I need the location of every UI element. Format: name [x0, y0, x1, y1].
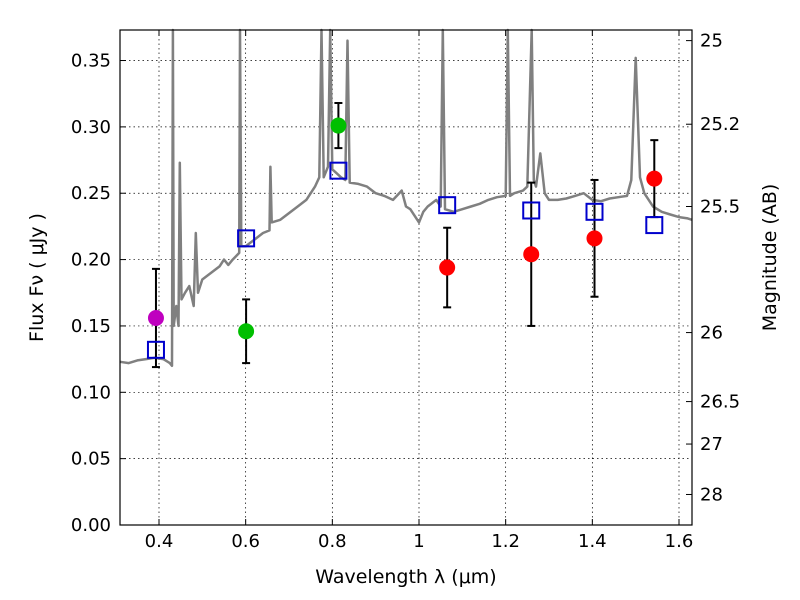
x-axis-label: Wavelength λ (μm) [315, 566, 496, 588]
x-tick-label: 0.8 [318, 531, 347, 552]
model-square-marker [237, 229, 256, 248]
observed-flux-point [147, 309, 164, 326]
right-tick-label: 25.2 [700, 114, 740, 135]
x-tick-label: 0.4 [145, 531, 174, 552]
y-tick-label: 0.20 [71, 250, 111, 271]
model-square-marker [522, 201, 541, 220]
y-axis-label: Flux Fν ( μJy ) [26, 213, 48, 342]
observed-flux-point [439, 259, 456, 276]
model-square-marker [585, 202, 604, 221]
y-axis-label-right: Magnitude (AB) [759, 184, 781, 332]
model-square-marker [146, 340, 165, 359]
right-tick-label: 25 [700, 31, 723, 52]
y-tick-label: 0.10 [71, 382, 111, 403]
spectrum-line [119, 28, 693, 368]
spectrum-layer [119, 28, 693, 368]
right-tick-label: 26.5 [700, 392, 740, 413]
x-tick-label: 1.6 [665, 531, 694, 552]
marker-layer [146, 101, 664, 369]
observed-flux-point [238, 323, 255, 340]
y-tick-label: 0.00 [71, 515, 111, 536]
right-tick-label: 26 [700, 323, 723, 344]
observed-flux-point [586, 230, 603, 247]
right-tick-label: 25.5 [700, 197, 740, 218]
plot-frame [119, 29, 693, 526]
observed-flux-point [523, 246, 540, 263]
grid-layer [120, 30, 692, 526]
y-tick-label: 0.05 [71, 449, 111, 470]
y-tick-label: 0.30 [71, 117, 111, 138]
right-tick-label: 28 [700, 484, 723, 505]
y-tick-label: 0.15 [71, 316, 111, 337]
tick-layer: 0.4 0.6 0.8 1 1.2 1.4 1.6 0.00 0.05 0.10 0.15 0.20 0… [71, 30, 740, 552]
model-square-marker [645, 216, 664, 235]
observed-flux-point [646, 170, 663, 187]
model-square-marker [329, 161, 348, 180]
y-tick-label: 0.25 [71, 183, 111, 204]
x-tick-label: 0.6 [231, 531, 260, 552]
x-tick-label: 1.4 [578, 531, 607, 552]
x-tick-label: 1 [413, 531, 424, 552]
x-tick-label: 1.2 [491, 531, 520, 552]
right-tick-label: 27 [700, 434, 723, 455]
y-tick-label: 0.35 [71, 51, 111, 72]
model-square-marker [438, 196, 457, 215]
observed-flux-point [330, 117, 347, 134]
